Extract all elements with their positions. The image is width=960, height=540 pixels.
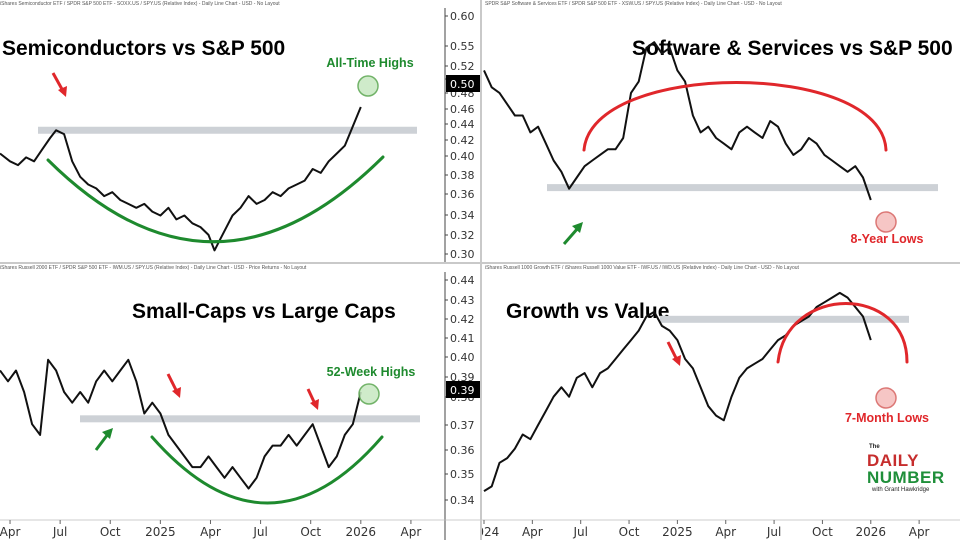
- chart-plot: 0.440.430.420.410.400.390.380.370.360.35…: [0, 272, 480, 540]
- x-tick-label: Oct: [812, 525, 833, 539]
- chart-subtitle: SPDR S&P Software & Services ETF / SPDR …: [485, 1, 782, 7]
- annotation-52-week-highs: 52-Week Highs: [327, 365, 416, 379]
- y-tick-label: 0.55: [450, 40, 475, 53]
- horizontal-level-band: [38, 126, 417, 134]
- y-tick-label: 0.36: [450, 188, 475, 201]
- green-arrow-head: [572, 222, 583, 233]
- y-tick-label: 0.42: [450, 313, 475, 326]
- series-line: [483, 41, 872, 201]
- horizontal-level-band: [660, 315, 909, 323]
- red-arrow: [51, 72, 65, 92]
- daily-number-logo: The DAILY NUMBER with Grant Hawkridge: [864, 444, 958, 500]
- x-tick-label: 2025: [662, 525, 693, 539]
- red-arrow-head: [672, 355, 681, 366]
- x-tick-label: Apr: [522, 525, 543, 539]
- highlight-circle-red: [875, 211, 897, 233]
- green-arrow-head: [102, 428, 113, 439]
- logo-byline-text: with Grant Hawkridge: [872, 487, 930, 493]
- logo-number-text: NUMBER: [867, 468, 945, 487]
- x-tick-label: Oct: [300, 525, 321, 539]
- red-dome-arc: [776, 302, 909, 364]
- x-tick-label: Jul: [252, 525, 267, 539]
- x-tick-label: Oct: [619, 525, 640, 539]
- series-line: [0, 358, 362, 490]
- series-line: [0, 106, 362, 252]
- last-value-label: 0.39: [450, 384, 475, 397]
- chart-plot: 0.600.550.520.500.480.460.440.420.400.38…: [0, 8, 480, 262]
- panel-divider-horizontal: [0, 262, 960, 264]
- x-tick-label: Apr: [715, 525, 736, 539]
- x-tick-label: 2026: [856, 525, 887, 539]
- green-bowl-arc: [46, 155, 385, 244]
- y-tick-label: 0.34: [450, 494, 475, 507]
- chart-panel-growth-value: iShares Russell 1000 Growth ETF / iShare…: [482, 264, 960, 540]
- x-tick-label: Apr: [200, 525, 221, 539]
- horizontal-level-band: [547, 184, 938, 192]
- y-tick-label: 0.34: [450, 209, 475, 222]
- highlight-circle-green: [358, 383, 380, 405]
- green-arrow: [94, 433, 110, 451]
- red-arrow-head: [58, 86, 67, 97]
- annotation-7-month-lows: 7-Month Lows: [845, 411, 929, 425]
- x-tick-label: 2025: [145, 525, 176, 539]
- chart-title: Software & Services vs S&P 500: [632, 37, 953, 60]
- chart-title: Small-Caps vs Large Caps: [132, 300, 396, 323]
- y-tick-label: 0.41: [450, 332, 475, 345]
- y-tick-label: 0.40: [450, 351, 475, 364]
- highlight-circle-green: [357, 75, 379, 97]
- y-tick-label: 0.39: [450, 371, 475, 384]
- x-tick-label: Jul: [52, 525, 67, 539]
- x-tick-label: Apr: [401, 525, 422, 539]
- y-tick-label: 0.32: [450, 229, 475, 242]
- green-bowl-arc: [150, 435, 384, 505]
- last-value-badge: [446, 75, 480, 92]
- red-arrow-head: [172, 387, 181, 398]
- red-dome-arc: [582, 81, 888, 152]
- x-tick-label: Jul: [766, 525, 781, 539]
- y-tick-label: 0.35: [450, 468, 475, 481]
- horizontal-level-band: [80, 415, 420, 423]
- red-arrow-head: [310, 399, 319, 410]
- x-tick-label: 2024: [482, 525, 499, 539]
- x-tick-label: Apr: [909, 525, 930, 539]
- chart-plot: 8-Year Lows: [483, 41, 938, 246]
- y-tick-label: 0.43: [450, 294, 475, 307]
- last-value-badge: [446, 381, 480, 398]
- logo-the-text: The: [869, 444, 880, 450]
- annotation-all-time-highs: All-Time Highs: [326, 56, 413, 70]
- series-line: [483, 291, 872, 492]
- y-tick-label: 0.60: [450, 10, 475, 23]
- x-tick-label: Oct: [100, 525, 121, 539]
- red-arrow: [666, 341, 679, 361]
- y-tick-label: 0.44: [450, 274, 475, 287]
- chart-title: Growth vs Value: [506, 300, 670, 323]
- x-tick-label: Apr: [0, 525, 20, 539]
- y-tick-label: 0.52: [450, 60, 475, 73]
- y-tick-label: 0.30: [450, 248, 475, 261]
- chart-subtitle: iShares Semiconductor ETF / SPDR S&P 500…: [0, 1, 280, 7]
- highlight-circle-red: [875, 387, 897, 409]
- chart-panel-software-services: SPDR S&P Software & Services ETF / SPDR …: [482, 0, 960, 262]
- panel-divider-vertical: [480, 0, 482, 540]
- y-tick-label: 0.37: [450, 419, 475, 432]
- y-tick-label: 0.44: [450, 118, 475, 131]
- green-arrow: [562, 227, 580, 245]
- chart-panel-small-caps: iShares Russell 2000 ETF / SPDR S&P 500 …: [0, 264, 480, 540]
- x-tick-label: Jul: [572, 525, 587, 539]
- chart-subtitle: iShares Russell 2000 ETF / SPDR S&P 500 …: [0, 265, 307, 271]
- chart-panel-semiconductors: iShares Semiconductor ETF / SPDR S&P 500…: [0, 0, 480, 262]
- y-tick-label: 0.42: [450, 134, 475, 147]
- annotation-8-year-lows: 8-Year Lows: [851, 232, 924, 246]
- y-tick-label: 0.36: [450, 444, 475, 457]
- chart-subtitle: iShares Russell 1000 Growth ETF / iShare…: [485, 265, 799, 271]
- last-value-label: 0.50: [450, 78, 475, 91]
- y-tick-label: 0.38: [450, 169, 475, 182]
- logo-daily-text: DAILY: [867, 451, 919, 470]
- y-tick-label: 0.46: [450, 103, 475, 116]
- y-tick-label: 0.40: [450, 150, 475, 163]
- chart-title: Semiconductors vs S&P 500: [2, 37, 286, 60]
- x-tick-label: 2026: [346, 525, 377, 539]
- red-arrow: [166, 373, 179, 393]
- chart-plot: 2024 Apr Jul Oct 2025 Apr Jul Oct 2026 Apr 7-Month…: [482, 291, 960, 539]
